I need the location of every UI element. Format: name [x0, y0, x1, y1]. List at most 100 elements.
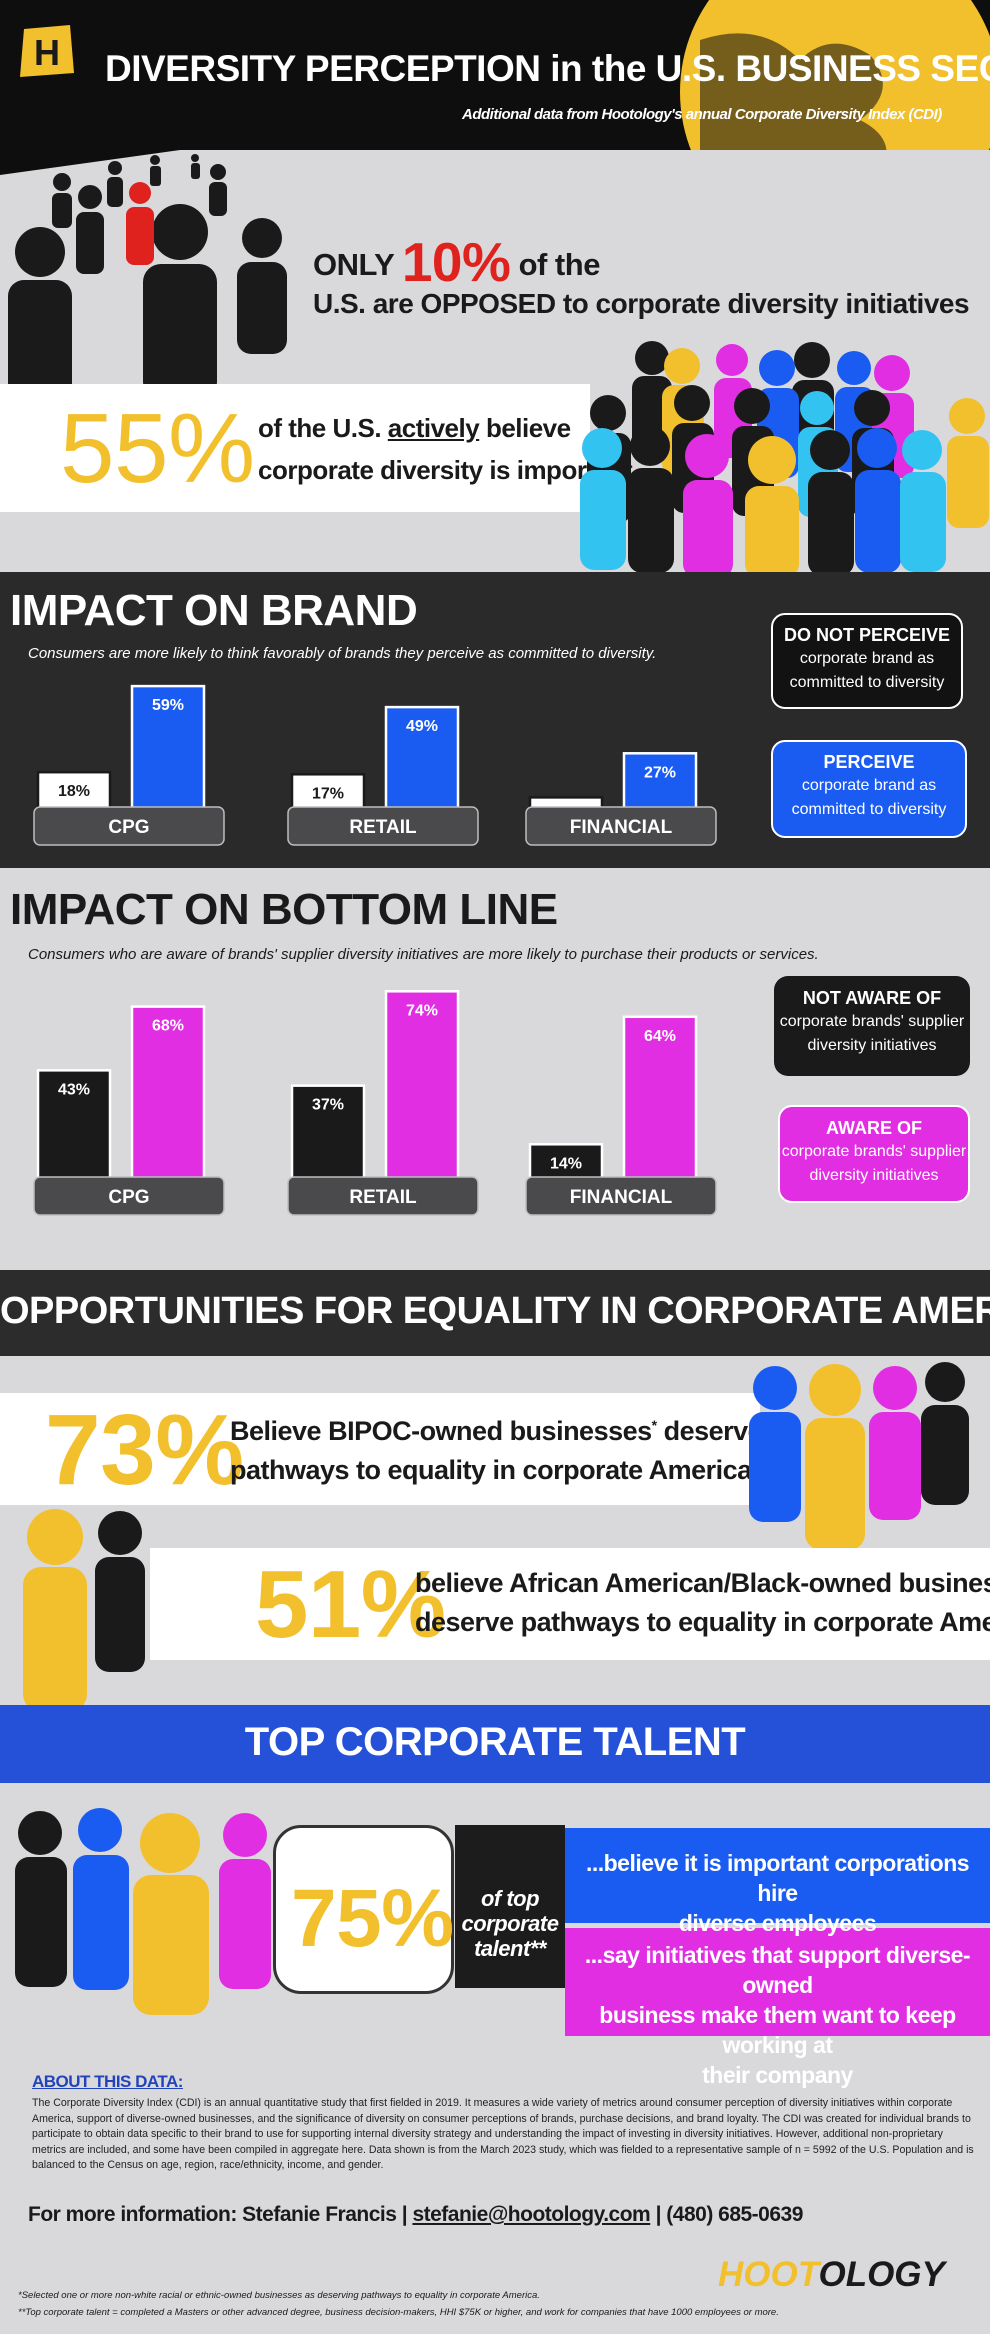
legend-perceive-body2: committed to diversity: [791, 801, 947, 818]
talent-pink-line3: their company: [702, 2062, 853, 2088]
talent-blue-text: ...believe it is important corporations …: [565, 1848, 990, 1938]
hootology-logo-icon: H: [20, 25, 74, 77]
four-people-icon: [749, 1362, 969, 1550]
talent-blue-line2: diverse employees: [678, 1910, 877, 1936]
about-body: The Corporate Diversity Index (CDI) is a…: [32, 2097, 974, 2171]
page-subtitle: Additional data from Hootology's annual …: [462, 106, 942, 123]
bar-financial-a: [528, 1143, 604, 1182]
opposed-stat-line1: ONLY 10% of the: [313, 230, 600, 294]
of-top-line1: of top: [480, 1886, 540, 1911]
category-label-financial: FINANCIAL: [570, 817, 673, 838]
bar-cpg-b: [130, 684, 206, 812]
category-plate-financial: [525, 806, 717, 846]
bar-cpg-a: [36, 1069, 112, 1182]
stat73-line1-post: deserve: [656, 1416, 763, 1446]
legend-not-aware: NOT AWARE OF corporate brands' supplier …: [774, 976, 970, 1076]
of-top-box: [455, 1825, 565, 1988]
legend-not-perceive-head: DO NOT PERCEIVE: [783, 625, 951, 645]
category-label-financial: FINANCIAL: [570, 1187, 673, 1208]
bar-retail-a: [290, 1084, 366, 1182]
opposed-pct: 10%: [401, 231, 511, 293]
bar-label-financial-b: 64%: [644, 1028, 676, 1045]
believe-line1-em: actively: [387, 413, 480, 443]
opportunities-title: OPPORTUNITIES FOR EQUALITY IN CORPORATE …: [0, 1290, 990, 1332]
contact-line: For more information: Stefanie Francis |…: [28, 2203, 803, 2227]
header-banner: H: [0, 0, 990, 200]
bar-label-financial-a: 14%: [550, 1155, 582, 1172]
legend-aware-body2: diversity initiatives: [809, 1167, 939, 1184]
bar-label-cpg-b: 59%: [152, 697, 184, 714]
legend-not-perceive-body2: committed to diversity: [789, 674, 945, 691]
legend-not-perceive: DO NOT PERCEIVE corporate brand as commi…: [771, 613, 963, 709]
bar-financial-b: [622, 752, 698, 812]
bar-retail-a: [290, 773, 366, 812]
footnote-1: *Selected one or more non-white racial o…: [18, 2290, 540, 2301]
legend-aware-body1: corporate brands' supplier: [781, 1143, 967, 1160]
bar-cpg-a: [36, 770, 112, 812]
talent-pink-box: [565, 1928, 990, 2036]
two-people-icon: [23, 1509, 145, 1712]
category-plate-cpg: [33, 1176, 225, 1216]
about-heading: ABOUT THIS DATA:: [32, 2072, 183, 2091]
colorful-crowd-icon: [580, 341, 989, 578]
contact-phone: | (480) 685-0639: [655, 2203, 804, 2226]
opportunities-band: [0, 1270, 990, 1356]
legend-perceive-head: PERCEIVE: [823, 752, 915, 772]
stat51-pct: 51%: [255, 1551, 446, 1658]
opposed-suffix: of the: [518, 247, 601, 282]
stat73-band: [0, 1393, 760, 1505]
people-crowd-icon: [8, 154, 287, 400]
opposed-prefix: ONLY: [313, 247, 394, 282]
category-label-cpg: CPG: [108, 817, 149, 838]
category-plate-financial: [525, 1176, 717, 1216]
bar-label-cpg-a: 18%: [58, 783, 90, 800]
stat75-box: [273, 1825, 454, 1994]
contact-email-link[interactable]: stefanie@hootology.com: [412, 2203, 651, 2226]
contact-prefix: For more information: Stefanie Francis |: [28, 2203, 408, 2226]
stat51-line1: believe African American/Black-owned bus…: [415, 1568, 990, 1598]
bar-label-retail-b: 74%: [406, 1002, 438, 1019]
of-top-label: of top corporate talent**: [455, 1886, 565, 1961]
header-art: [0, 0, 990, 200]
believe-pct: 55%: [60, 393, 255, 503]
of-top-line2: corporate: [461, 1911, 559, 1936]
legend-not-perceive-body1: corporate brand as: [799, 650, 935, 667]
stat51-band: [150, 1548, 990, 1660]
legend-perceive-body1: corporate brand as: [801, 777, 937, 794]
legend-aware: AWARE OF corporate brands' supplier dive…: [778, 1105, 970, 1203]
talent-people-icon: [15, 1808, 271, 2015]
stat73-line2: pathways to equality in corporate Americ…: [230, 1455, 752, 1485]
bar-label-retail-a: 17%: [312, 785, 344, 802]
brandmark-part2: OLOGY: [818, 2255, 945, 2294]
brandmark-part1: HOOT: [718, 2255, 819, 2294]
talent-blue-box: [565, 1828, 990, 1923]
bar-label-cpg-a: 43%: [58, 1081, 90, 1098]
bottom-section-subtitle: Consumers who are aware of brands' suppl…: [28, 946, 819, 963]
talent-pink-text: ...say initiatives that support diverse-…: [565, 1940, 990, 2090]
believe-band: [0, 384, 590, 512]
legend-not-aware-body2: diversity initiatives: [807, 1037, 937, 1054]
legend-aware-head: AWARE OF: [825, 1118, 922, 1138]
believe-line1-post: believe: [485, 413, 571, 443]
bar-retail-b: [384, 705, 460, 812]
bar-label-cpg-b: 68%: [152, 1018, 184, 1035]
stat51-line2: deserve pathways to equality in corporat…: [415, 1607, 990, 1637]
believe-line2: corporate diversity is important: [258, 455, 633, 485]
bottom-section-title: IMPACT ON BOTTOM LINE: [10, 885, 558, 934]
category-plate-retail: [287, 806, 479, 846]
believe-line1-pre: of the U.S.: [258, 413, 382, 443]
stat73-line1-text: Believe BIPOC-owned businesses: [230, 1416, 652, 1446]
talent-title: TOP CORPORATE TALENT: [244, 1720, 746, 1764]
brand-section-subtitle: Consumers are more likely to think favor…: [28, 645, 657, 662]
category-plate-cpg: [33, 806, 225, 846]
talent-band: [0, 1705, 990, 1783]
bar-label-retail-a: 37%: [312, 1097, 344, 1114]
category-label-cpg: CPG: [108, 1187, 149, 1208]
stat73-line1: Believe BIPOC-owned businesses* deserve: [230, 1416, 763, 1447]
brand-section-title: IMPACT ON BRAND: [10, 586, 418, 635]
bar-label-retail-b: 49%: [406, 718, 438, 735]
stat73-footnote-mark: *: [651, 1417, 657, 1433]
logo-letter: H: [34, 32, 60, 73]
